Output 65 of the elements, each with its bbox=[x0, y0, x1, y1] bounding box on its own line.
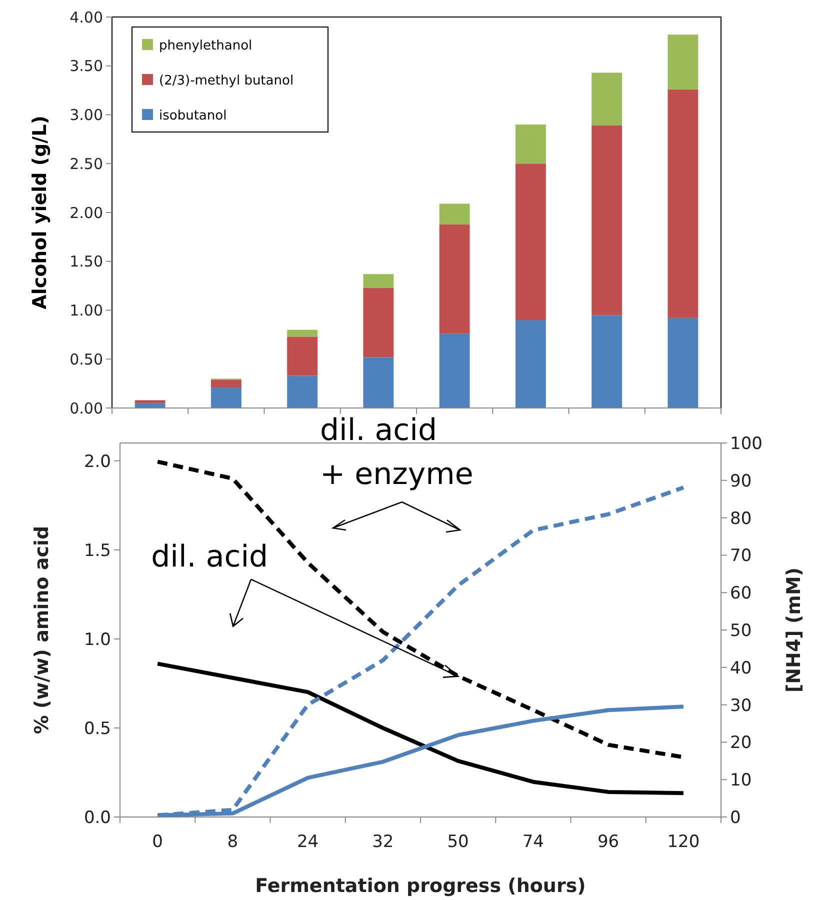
y-tick-label: 1.5 bbox=[84, 540, 111, 561]
y-tick-label: 2.0 bbox=[84, 452, 111, 472]
x-tick-label: 8 bbox=[227, 832, 238, 852]
y-tick-label: 0.00 bbox=[70, 399, 103, 418]
y2-tick-label: 10 bbox=[730, 770, 752, 791]
x-axis-title: Fermentation progress (hours) bbox=[255, 875, 586, 897]
bar bbox=[439, 204, 470, 224]
y-axis-title: % (w/w) amino acid bbox=[31, 526, 53, 734]
bar bbox=[515, 320, 546, 408]
legend-label: phenylethanol bbox=[159, 38, 252, 54]
y2-tick-label: 100 bbox=[730, 434, 762, 454]
y2-tick-label: 40 bbox=[730, 658, 752, 678]
y2-tick-label: 90 bbox=[730, 471, 752, 492]
bar bbox=[287, 376, 318, 408]
y2-tick-label: 70 bbox=[730, 546, 752, 566]
y-tick-label: 0.50 bbox=[70, 350, 103, 368]
x-tick-label: 74 bbox=[522, 832, 544, 852]
bar bbox=[210, 387, 242, 408]
y-tick-label: 1.00 bbox=[70, 302, 103, 320]
y2-axis-title: [NH4] (mM) bbox=[783, 567, 805, 693]
x-tick-label: 96 bbox=[597, 832, 620, 852]
bar bbox=[592, 315, 622, 408]
y2-tick-label: 60 bbox=[730, 584, 752, 604]
line-series bbox=[156, 662, 686, 796]
x-tick-label: 50 bbox=[447, 832, 469, 852]
bar bbox=[287, 330, 318, 337]
annotation: dil. acid bbox=[151, 539, 268, 574]
bar bbox=[592, 126, 622, 316]
bar bbox=[363, 288, 394, 358]
y-tick-label: 3.50 bbox=[70, 57, 103, 76]
y-tick-label: 1.50 bbox=[70, 252, 103, 271]
bar bbox=[363, 274, 394, 288]
bar bbox=[439, 334, 470, 408]
y-tick-label: 1.0 bbox=[84, 630, 111, 650]
bar bbox=[515, 164, 546, 320]
x-tick-label: 32 bbox=[372, 832, 394, 852]
y2-tick-label: 80 bbox=[730, 508, 752, 529]
bar bbox=[210, 380, 242, 388]
annotation: dil. acid + enzyme bbox=[320, 413, 474, 492]
y2-tick-label: 30 bbox=[730, 696, 752, 716]
bar bbox=[134, 400, 166, 404]
x-tick-label: 120 bbox=[667, 832, 700, 852]
bar bbox=[592, 72, 622, 126]
x-tick-label: 24 bbox=[296, 832, 319, 852]
bar bbox=[134, 403, 166, 408]
y-axis-title: Alcohol yield (g/L) bbox=[29, 116, 51, 310]
y2-tick-label: 50 bbox=[730, 620, 752, 641]
y-tick-label: 0.5 bbox=[84, 718, 111, 739]
y2-tick-label: 0 bbox=[730, 808, 741, 828]
y-tick-label: 3.00 bbox=[70, 106, 103, 124]
bar bbox=[515, 124, 546, 164]
legend-label: isobutanol bbox=[159, 108, 227, 124]
x-tick-label: 0 bbox=[152, 832, 163, 852]
bar bbox=[363, 357, 394, 408]
y-tick-label: 2.50 bbox=[70, 154, 103, 173]
y-tick-label: 2.00 bbox=[70, 204, 103, 222]
y-tick-label: 0.0 bbox=[84, 808, 111, 828]
bar bbox=[668, 34, 698, 90]
bar bbox=[668, 318, 698, 408]
y-tick-label: 4.00 bbox=[70, 8, 103, 26]
y2-tick-label: 20 bbox=[730, 733, 752, 754]
bar bbox=[668, 89, 698, 318]
legend-label: (2/3)-methyl butanol bbox=[159, 74, 294, 89]
bar bbox=[439, 224, 470, 334]
bar bbox=[287, 336, 318, 376]
